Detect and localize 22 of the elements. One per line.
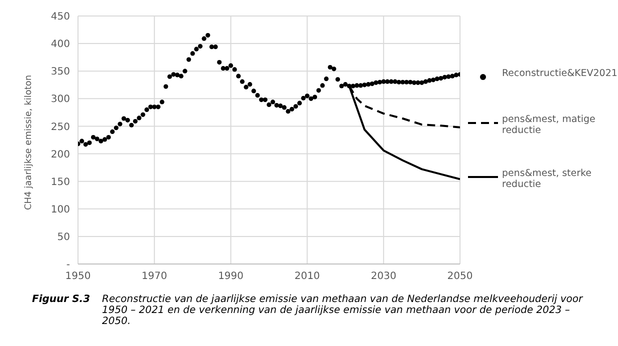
y-tick-label: 450	[50, 12, 70, 23]
text: Figuur S.3	[32, 294, 90, 307]
y-tick-label: 150	[50, 176, 70, 188]
text: Reconstructie van de jaarlijkse emissie van methaan van de Nederlandse melkveehouderij voor 1950 – 2021 en de verkenning van de jaarlijkse emissie van methaan voor de periode 2023 – 2050.	[102, 294, 584, 327]
legend-label: pens&mest, matige reductie	[502, 114, 596, 136]
x-tick-label: 1970	[142, 271, 168, 282]
y-axis-title: CH4 jaarlijkse emissie, kiloton	[24, 74, 34, 210]
legend-label: pens&mest, sterke reductie	[502, 168, 592, 190]
y-tick-label: 400	[50, 39, 70, 50]
y-tick-label: 200	[50, 149, 70, 160]
y-tick-label: 50	[57, 232, 70, 243]
x-tick-label: 1950	[65, 271, 91, 282]
x-tick-label: 2050	[447, 271, 473, 282]
x-tick-label: 2010	[294, 271, 320, 282]
y-tick-label: -	[66, 260, 70, 271]
y-tick-label: 250	[50, 122, 70, 133]
y-tick-label: 350	[50, 66, 70, 78]
x-tick-label: 2030	[370, 271, 396, 282]
x-tick-label: 1990	[218, 271, 244, 282]
legend-label: Reconstructie&KEV2021	[502, 68, 618, 81]
y-tick-label: 300	[50, 94, 70, 106]
y-tick-label: 100	[50, 204, 70, 216]
